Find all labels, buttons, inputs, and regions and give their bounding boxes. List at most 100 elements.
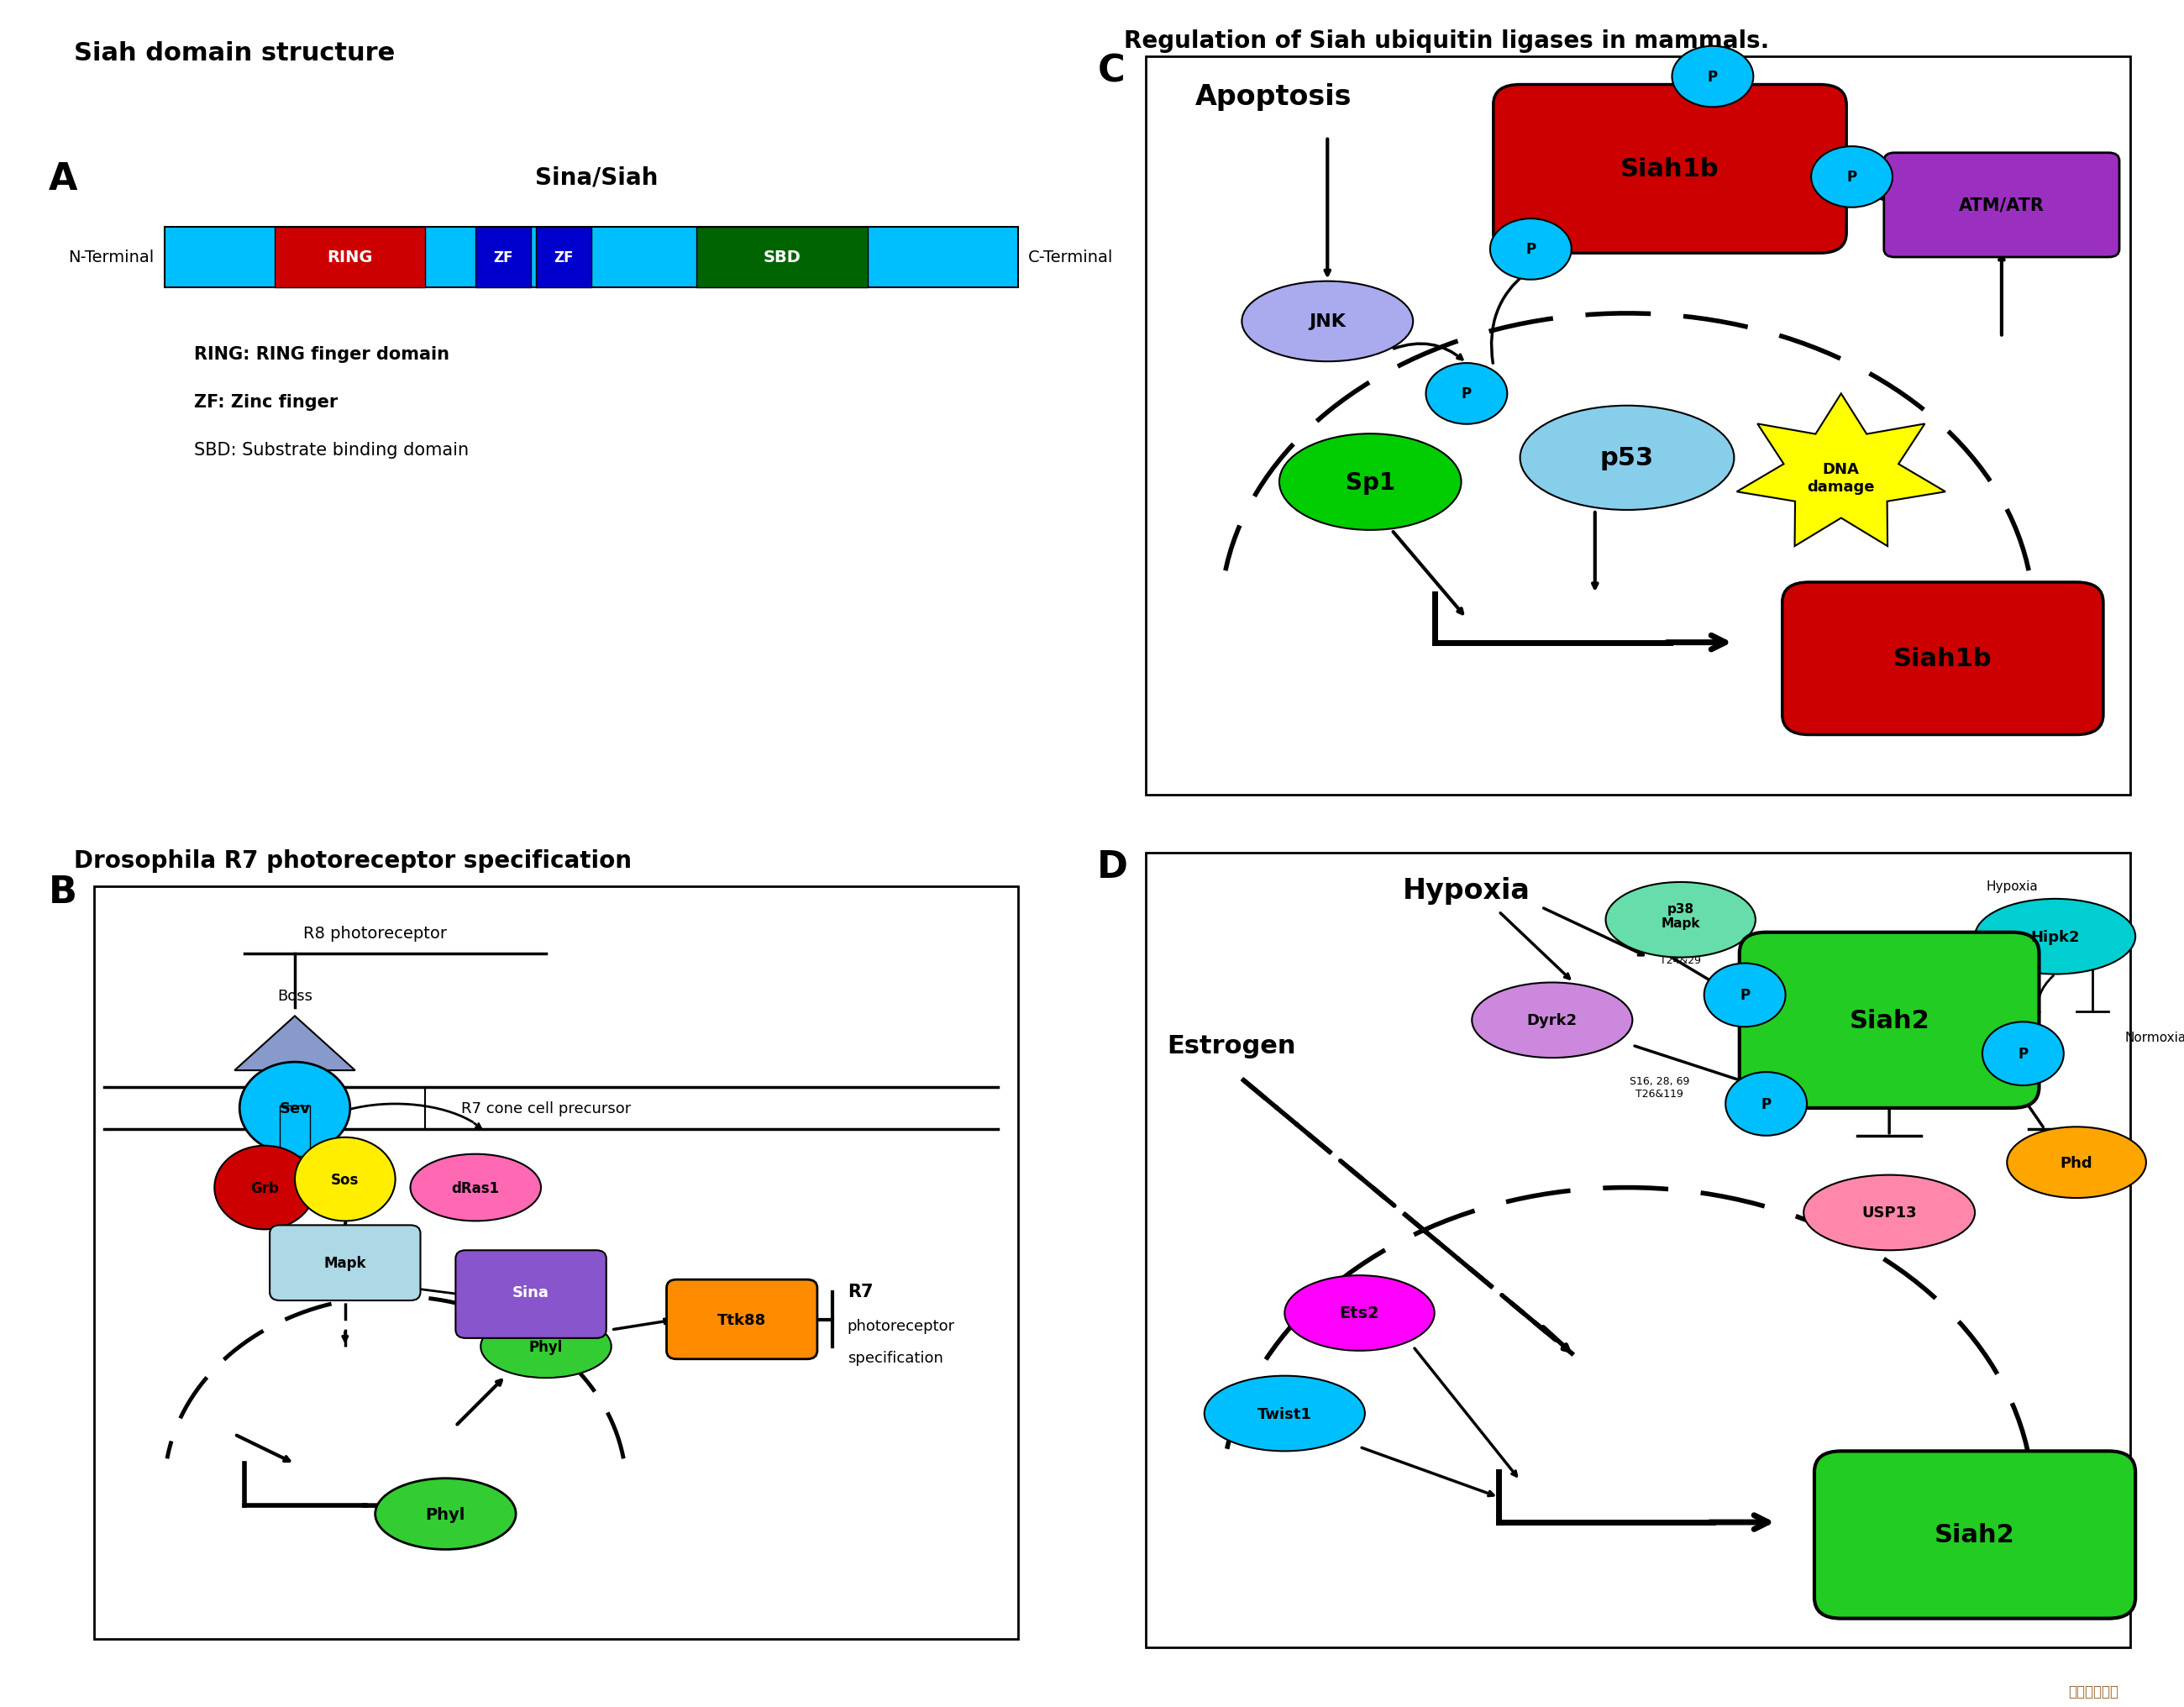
Text: Grb: Grb — [251, 1180, 280, 1195]
Text: Boss: Boss — [277, 988, 312, 1004]
Bar — [476, 227, 531, 288]
Text: specification: specification — [847, 1350, 943, 1366]
Ellipse shape — [376, 1478, 515, 1550]
Text: R7: R7 — [847, 1284, 874, 1299]
Text: Siah2: Siah2 — [1935, 1523, 2016, 1547]
Ellipse shape — [411, 1154, 542, 1221]
Circle shape — [240, 1062, 349, 1154]
Text: DNA
damage: DNA damage — [1808, 463, 1874, 495]
Text: ZF: ZF — [555, 251, 574, 265]
Text: p53: p53 — [1601, 446, 1653, 471]
Ellipse shape — [1284, 1275, 1435, 1350]
Text: SBD: SBD — [762, 249, 802, 266]
Text: Phyl: Phyl — [426, 1506, 465, 1523]
Text: 马上收藏导航: 马上收藏导航 — [2068, 1683, 2118, 1698]
Text: Apoptosis: Apoptosis — [1195, 84, 1352, 111]
FancyBboxPatch shape — [1815, 1451, 2136, 1618]
Circle shape — [214, 1145, 314, 1229]
FancyBboxPatch shape — [271, 1226, 422, 1301]
Text: S29,
T24&29: S29, T24&29 — [1660, 942, 1701, 964]
Ellipse shape — [1203, 1376, 1365, 1451]
Ellipse shape — [1243, 282, 1413, 362]
Circle shape — [1489, 218, 1572, 280]
Text: S16, 28, 69
T26&119: S16, 28, 69 T26&119 — [1629, 1075, 1688, 1099]
Text: Regulation of Siah ubiquitin ligases in mammals.: Regulation of Siah ubiquitin ligases in … — [1125, 29, 1769, 53]
Text: dRas1: dRas1 — [452, 1180, 500, 1195]
Text: B: B — [48, 874, 76, 910]
FancyBboxPatch shape — [1885, 154, 2118, 258]
Polygon shape — [1736, 394, 1946, 546]
Text: Twist1: Twist1 — [1258, 1407, 1313, 1422]
Text: A: A — [48, 162, 79, 198]
Ellipse shape — [1280, 434, 1461, 531]
Text: Ttk88: Ttk88 — [716, 1313, 767, 1328]
Text: P: P — [1760, 1096, 1771, 1111]
Ellipse shape — [480, 1316, 612, 1378]
Text: Ets2: Ets2 — [1339, 1306, 1380, 1321]
Ellipse shape — [1804, 1174, 1974, 1251]
Text: Phyl: Phyl — [529, 1338, 563, 1354]
Text: Siah1b: Siah1b — [1621, 157, 1719, 181]
Text: Siah1b: Siah1b — [1894, 647, 1992, 671]
Text: Sina/Siah: Sina/Siah — [535, 166, 657, 189]
Text: p38
Mapk: p38 Mapk — [1662, 903, 1699, 930]
Text: Sina: Sina — [513, 1285, 550, 1299]
Bar — [535, 227, 592, 288]
Text: R8 photoreceptor: R8 photoreceptor — [304, 925, 448, 941]
Text: D: D — [1096, 848, 1129, 886]
Ellipse shape — [1472, 983, 1631, 1058]
Circle shape — [1983, 1022, 2064, 1086]
Text: SBD: Substrate binding domain: SBD: Substrate binding domain — [194, 442, 470, 459]
Text: Drosophila R7 photoreceptor specification: Drosophila R7 photoreceptor specificatio… — [74, 848, 631, 872]
Text: Siah2: Siah2 — [1850, 1009, 1928, 1033]
Text: Hypoxia: Hypoxia — [1402, 877, 1531, 905]
Text: Dyrk2: Dyrk2 — [1527, 1012, 1577, 1028]
FancyBboxPatch shape — [1782, 582, 2103, 736]
FancyBboxPatch shape — [1738, 932, 2040, 1108]
Text: R7 cone cell precursor: R7 cone cell precursor — [461, 1101, 631, 1116]
Text: Siah domain structure: Siah domain structure — [74, 41, 395, 65]
Text: RING: RING finger domain: RING: RING finger domain — [194, 345, 450, 362]
Text: Hipk2: Hipk2 — [2031, 929, 2079, 944]
Text: Sp1: Sp1 — [1345, 471, 1396, 493]
Circle shape — [295, 1137, 395, 1221]
Text: Sev: Sev — [280, 1101, 310, 1116]
Bar — [275, 227, 426, 288]
Circle shape — [1811, 147, 1894, 208]
Bar — [275, 1062, 314, 1075]
Text: RING: RING — [328, 249, 373, 266]
Text: ATM/ATR: ATM/ATR — [1959, 198, 2044, 213]
Text: Sos: Sos — [332, 1171, 358, 1186]
Text: JNK: JNK — [1308, 314, 1345, 331]
Text: photoreceptor: photoreceptor — [847, 1318, 954, 1333]
Polygon shape — [234, 1016, 356, 1070]
Bar — [697, 227, 867, 288]
Circle shape — [1673, 46, 1754, 108]
Text: USP13: USP13 — [1861, 1205, 1918, 1221]
Text: Estrogen: Estrogen — [1166, 1033, 1295, 1058]
Text: Normoxia: Normoxia — [2125, 1031, 2184, 1043]
Text: P: P — [1708, 70, 1719, 85]
FancyBboxPatch shape — [666, 1280, 817, 1359]
Circle shape — [1426, 364, 1507, 425]
Ellipse shape — [1520, 406, 1734, 510]
Ellipse shape — [1605, 883, 1756, 958]
Text: C-Terminal: C-Terminal — [1029, 249, 1114, 266]
Text: P: P — [2018, 1046, 2029, 1062]
Ellipse shape — [1974, 900, 2136, 975]
Text: Mapk: Mapk — [323, 1255, 367, 1270]
Ellipse shape — [2007, 1127, 2147, 1198]
Text: P: P — [1527, 242, 1535, 258]
FancyBboxPatch shape — [456, 1251, 607, 1338]
FancyBboxPatch shape — [1494, 85, 1845, 254]
Text: N-Terminal: N-Terminal — [68, 249, 155, 266]
Text: P: P — [1461, 386, 1472, 401]
Bar — [164, 227, 1018, 288]
Text: C: C — [1096, 53, 1125, 89]
Text: P: P — [1741, 988, 1749, 1004]
Bar — [280, 1106, 310, 1156]
Text: ZF: Zinc finger: ZF: Zinc finger — [194, 394, 339, 411]
Text: Hypoxia: Hypoxia — [1987, 881, 2038, 893]
Text: ZF: ZF — [494, 251, 513, 265]
Circle shape — [1704, 963, 1787, 1028]
